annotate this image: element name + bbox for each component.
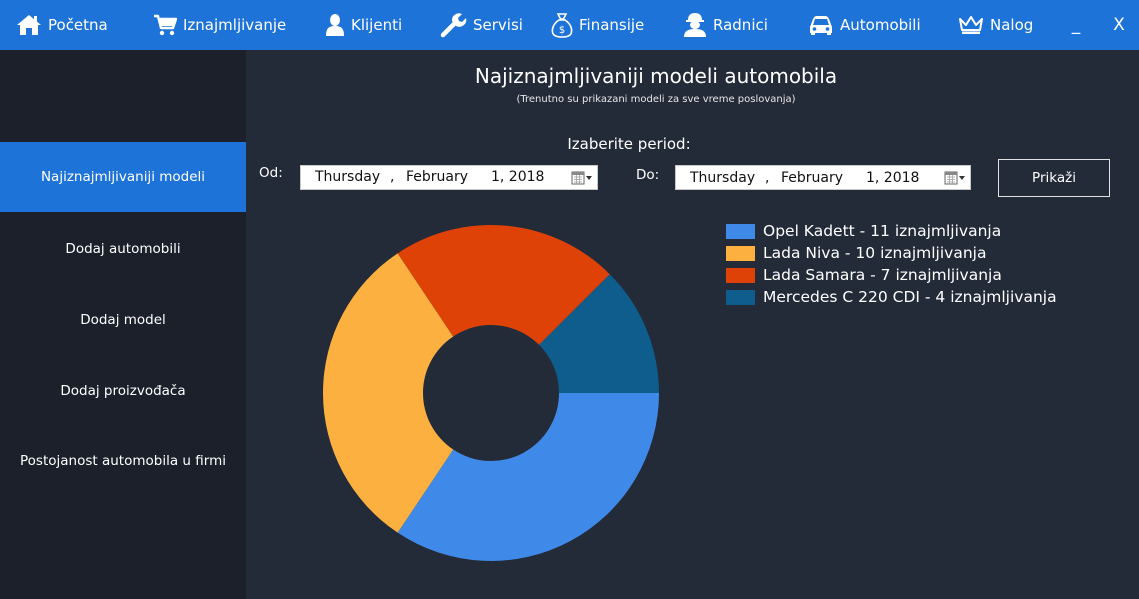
legend-label: Mercedes C 220 CDI - 4 iznajmljivanja (763, 288, 1057, 306)
main-content: Najiznajmljivaniji modeli automobila (Tr… (246, 50, 1139, 599)
to-label: Do: (636, 167, 660, 183)
nav-label: Nalog (990, 16, 1034, 34)
from-date-picker[interactable]: Thursday , February 1, 2018 (300, 165, 598, 190)
legend-label: Lada Samara - 7 iznajmljivanja (763, 266, 1002, 284)
nav-item-servisi[interactable]: Servisi (440, 0, 523, 50)
nav-label: Klijenti (351, 16, 403, 34)
donut-chart (322, 225, 659, 561)
donut-slice-opel-kadett (397, 393, 659, 561)
sidebar-item-najiznajmljivaniji-modeli[interactable]: Najiznajmljivaniji modeli (0, 142, 246, 212)
svg-text:$: $ (559, 25, 565, 36)
legend-swatch (726, 267, 755, 283)
to-date-picker[interactable]: Thursday , February 1, 2018 (675, 165, 971, 190)
nav-label: Automobili (840, 16, 921, 34)
legend-swatch (726, 223, 755, 239)
nav-item-iznajmljivanje[interactable]: Iznajmljivanje (153, 0, 286, 50)
legend-label: Lada Niva - 10 iznajmljivanja (763, 244, 987, 262)
page-title: Najiznajmljivaniji modeli automobila (474, 64, 838, 88)
page-subtitle: (Trenutno su prikazani modeli za sve vre… (516, 94, 796, 105)
sidebar-item-dodaj-model[interactable]: Dodaj model (80, 312, 166, 328)
to-day: Thursday (690, 170, 756, 186)
nav-item-automobili[interactable]: Automobili (808, 0, 921, 50)
close-button[interactable]: X (1113, 15, 1125, 35)
sidebar: Najiznajmljivaniji modeli Dodaj automobi… (0, 50, 246, 599)
legend-item: Lada Samara - 7 iznajmljivanja (726, 265, 1002, 285)
money-bag-icon: $ (551, 13, 573, 38)
home-icon (17, 15, 41, 35)
from-comma: , (390, 169, 395, 185)
sidebar-item-dodaj-proizvodjaca[interactable]: Dodaj proizvođača (60, 383, 186, 399)
to-month: February (781, 170, 844, 186)
wrench-icon (440, 13, 467, 38)
show-button[interactable]: Prikaži (998, 159, 1110, 197)
legend-item: Opel Kadett - 11 iznajmljivanja (726, 221, 1001, 241)
calendar-dropdown-icon[interactable] (944, 170, 966, 186)
sidebar-item-dodaj-automobili[interactable]: Dodaj automobili (65, 241, 181, 257)
cart-icon (154, 14, 177, 36)
car-icon (810, 16, 832, 35)
donut-slice-lada-niva (322, 253, 454, 533)
from-day: Thursday (315, 169, 381, 185)
nav-label: Servisi (473, 16, 523, 34)
nav-item-pocetna[interactable]: Početna (16, 0, 108, 50)
nav-label: Radnici (713, 16, 768, 34)
nav-item-nalog[interactable]: Nalog (958, 0, 1033, 50)
donut-slice-lada-samara (397, 225, 610, 345)
from-date-year: 1, 2018 (491, 169, 545, 185)
from-label: Od: (259, 165, 283, 181)
nav-item-finansije[interactable]: $ Finansije (551, 0, 644, 50)
donut-slice-mercedes-c-220-cdi (539, 274, 659, 393)
nav-item-klijenti[interactable]: Klijenti (325, 0, 402, 50)
legend-swatch (726, 245, 755, 261)
legend-item: Lada Niva - 10 iznajmljivanja (726, 243, 986, 263)
minimize-button[interactable]: _ (1071, 15, 1081, 35)
calendar-dropdown-icon[interactable] (571, 170, 593, 186)
legend-label: Opel Kadett - 11 iznajmljivanja (763, 222, 1002, 240)
nav-label: Finansije (579, 16, 645, 34)
legend-swatch (726, 289, 755, 305)
period-label: Izaberite period: (567, 135, 691, 153)
nav-label: Početna (48, 16, 108, 34)
crown-icon (959, 16, 983, 34)
nav-item-radnici[interactable]: Radnici (683, 0, 768, 50)
from-month: February (406, 169, 469, 185)
worker-icon (684, 13, 706, 37)
top-navigation-bar: Početna Iznajmljivanje Klijenti Servisi … (0, 0, 1139, 50)
person-icon (326, 14, 344, 36)
sidebar-item-postojanost-automobila[interactable]: Postojanost automobila u firmi (20, 453, 226, 469)
to-comma: , (765, 170, 770, 186)
nav-label: Iznajmljivanje (183, 16, 287, 34)
to-date-year: 1, 2018 (866, 170, 920, 186)
legend-item: Mercedes C 220 CDI - 4 iznajmljivanja (726, 287, 1057, 307)
